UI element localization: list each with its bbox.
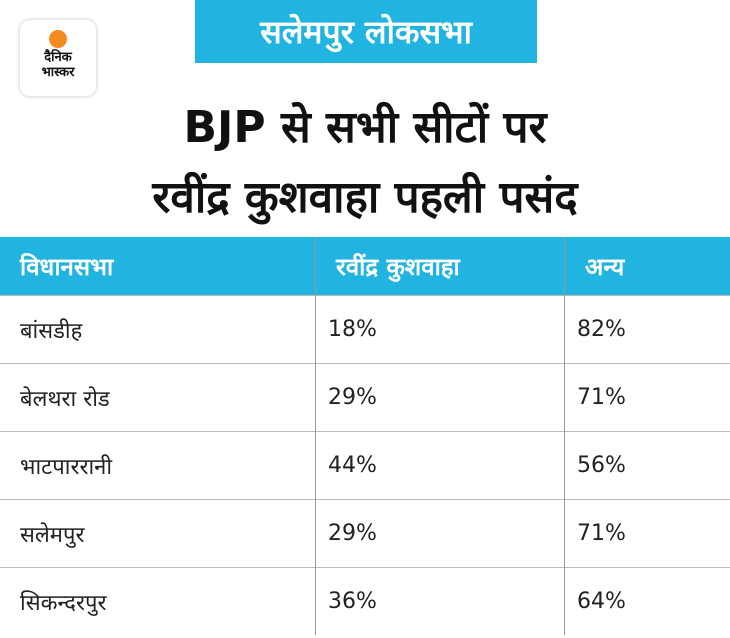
table-row: सलेमपुर 29% 71%	[0, 499, 730, 568]
header-candidate: रवींद्र कुशवाहा	[315, 237, 565, 296]
table-row: सिकन्दरपुर 36% 64%	[0, 567, 730, 635]
results-table: विधानसभा रवींद्र कुशवाहा अन्य बांसडीह 18%…	[0, 237, 730, 635]
others-share: 82%	[564, 295, 730, 364]
logo-line2: भास्कर	[41, 65, 75, 80]
headline-line2: रवींद्र कुशवाहा पहली पसंद	[152, 172, 578, 223]
constituency-banner: सलेमपुर लोकसभा	[195, 0, 537, 63]
assembly-name: बेलथरा रोड	[0, 363, 316, 432]
headline-line1: BJP से सभी सीटों पर	[183, 102, 547, 153]
others-share: 64%	[564, 567, 730, 635]
candidate-share: 18%	[315, 295, 565, 364]
table-row: भाटपाररानी 44% 56%	[0, 431, 730, 500]
dainik-bhaskar-logo: दैनिक भास्कर	[20, 20, 96, 96]
header-assembly: विधानसभा	[0, 237, 316, 296]
table-row: बेलथरा रोड 29% 71%	[0, 363, 730, 432]
candidate-share: 29%	[315, 363, 565, 432]
candidate-share: 44%	[315, 431, 565, 500]
others-share: 56%	[564, 431, 730, 500]
sun-icon	[49, 30, 67, 48]
others-share: 71%	[564, 363, 730, 432]
others-share: 71%	[564, 499, 730, 568]
logo-line1: दैनिक	[44, 50, 72, 65]
assembly-name: सलेमपुर	[0, 499, 316, 568]
candidate-share: 36%	[315, 567, 565, 635]
assembly-name: बांसडीह	[0, 295, 316, 364]
assembly-name: भाटपाररानी	[0, 431, 316, 500]
table-header-row: विधानसभा रवींद्र कुशवाहा अन्य	[0, 237, 730, 296]
assembly-name: सिकन्दरपुर	[0, 567, 316, 635]
table-row: बांसडीह 18% 82%	[0, 295, 730, 364]
candidate-share: 29%	[315, 499, 565, 568]
header-others: अन्य	[564, 237, 730, 296]
